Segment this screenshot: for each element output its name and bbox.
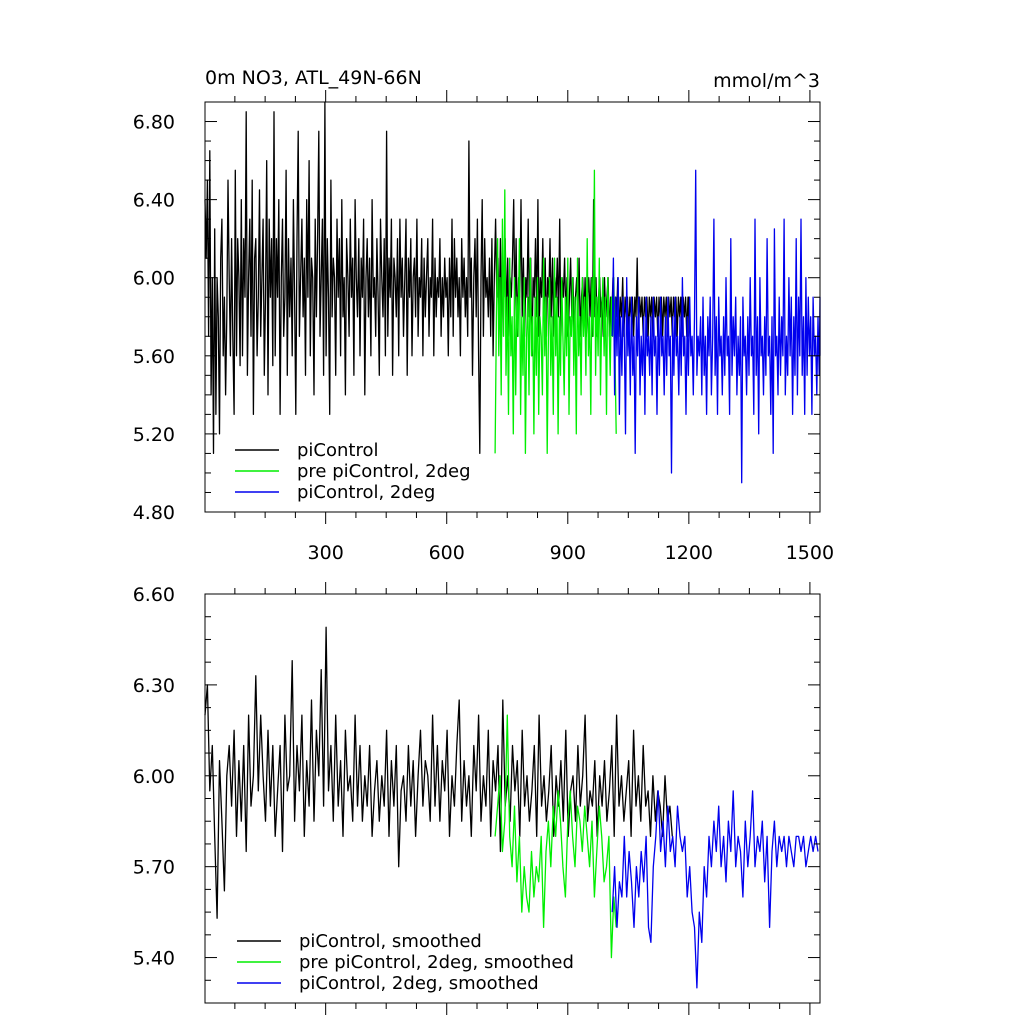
series-line-1-2 [611, 790, 819, 989]
y-tick-label: 5.70 [133, 857, 175, 879]
legend-label: piControl, 2deg, smoothed [299, 973, 539, 994]
x-tick-label: 900 [550, 542, 586, 564]
y-tick-label: 5.60 [133, 346, 175, 368]
top-panel: 4.80 5.20 5.60 6.00 6.40 6.80 300 600 900 1200 150… [133, 90, 834, 564]
series-line-1-0 [204, 626, 673, 919]
legend-label: pre piControl, 2deg, smoothed [299, 952, 574, 973]
x-tick-label: 1200 [665, 542, 713, 564]
plot-frame [204, 593, 821, 1004]
x-tick-label: 600 [429, 542, 465, 564]
y-tick-label: 6.60 [133, 584, 175, 606]
y-tick-label: 5.20 [133, 424, 175, 446]
legend-label: piControl, smoothed [299, 931, 482, 952]
x-tick-label: 300 [308, 542, 344, 564]
x-tick-label: 1500 [786, 542, 834, 564]
y-tick-label: 6.00 [133, 268, 175, 290]
legend-label: piControl, 2deg [297, 482, 435, 503]
units-label: mmol/m^3 [713, 70, 820, 92]
plot-frame [204, 101, 821, 513]
chart-title: 0m NO3, ATL_49N-66N [205, 67, 422, 89]
legend-label: pre piControl, 2deg [297, 461, 471, 482]
series-line-0-2 [611, 169, 821, 484]
y-tick-label: 5.40 [133, 948, 175, 970]
series-line-0-1 [494, 169, 617, 455]
y-tick-label: 6.30 [133, 675, 175, 697]
series-line-1-1 [494, 714, 617, 959]
y-tick-label: 4.80 [133, 502, 175, 524]
y-tick-label: 6.80 [133, 112, 175, 134]
y-tick-label: 6.40 [133, 190, 175, 212]
y-tick-label: 6.00 [133, 766, 175, 788]
legend-label: piControl [297, 440, 379, 461]
